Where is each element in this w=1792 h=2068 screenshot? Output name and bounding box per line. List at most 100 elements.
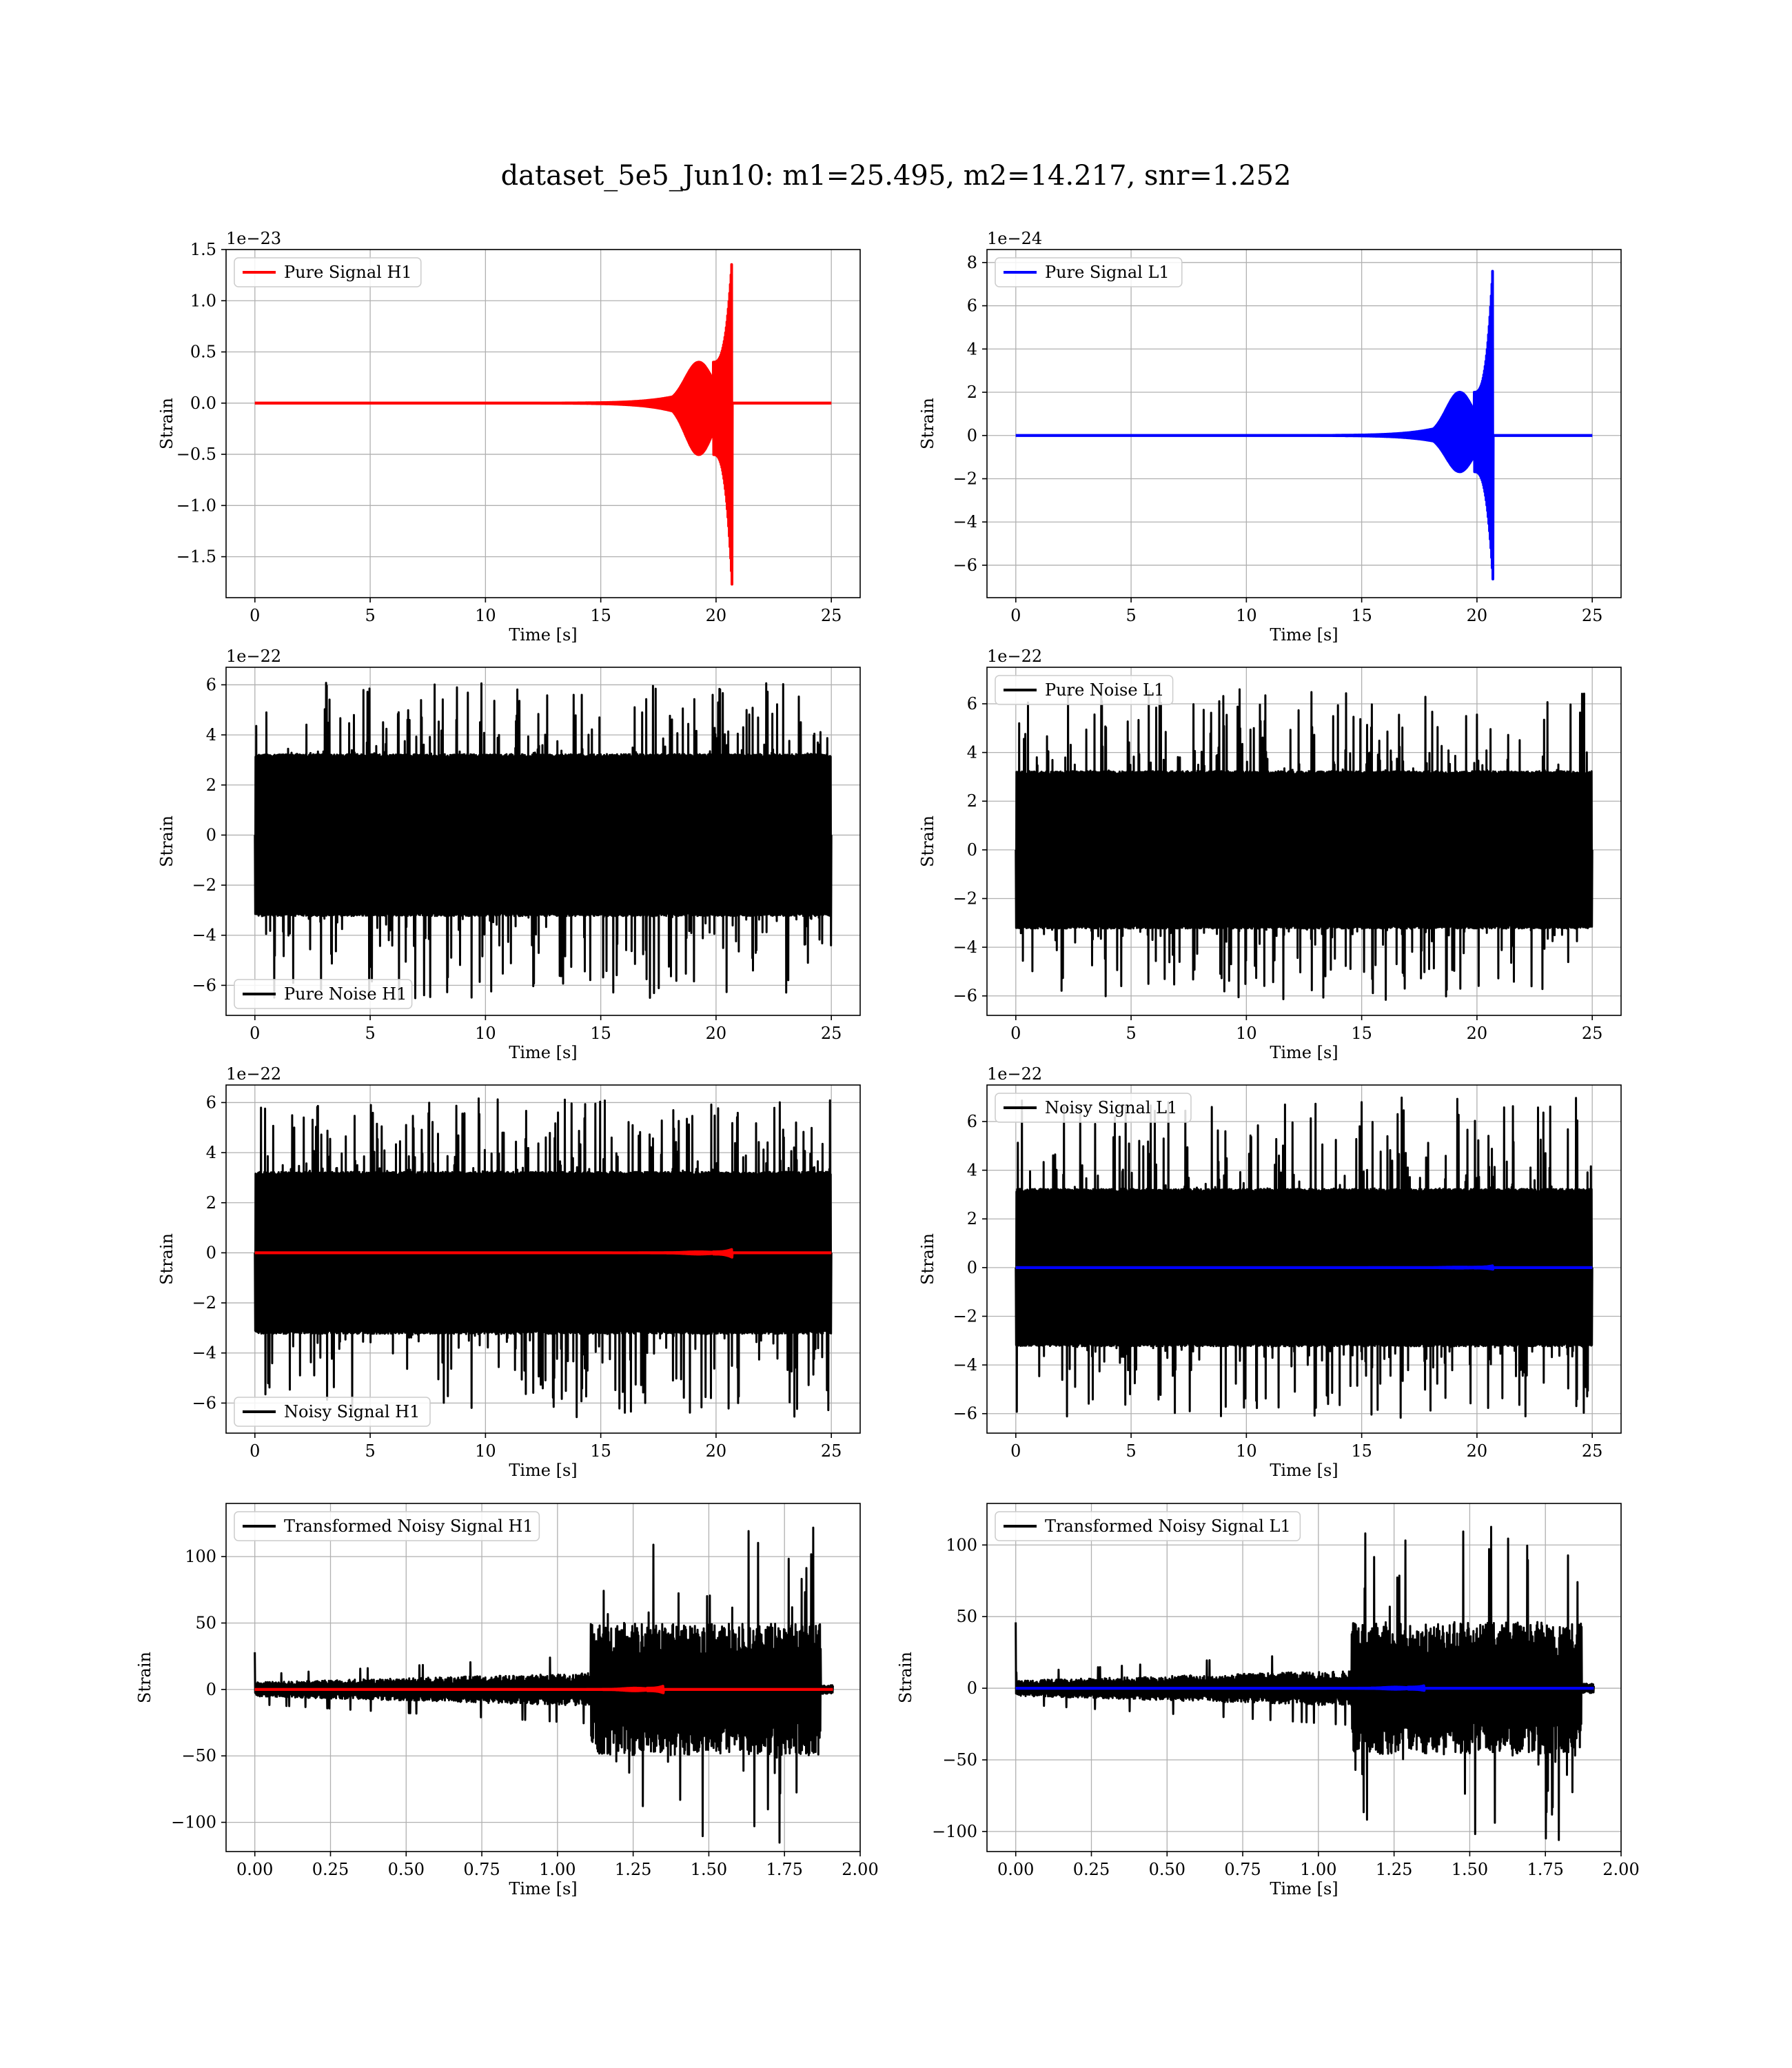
- y-axis-label: Strain: [157, 1233, 176, 1285]
- legend-box: [995, 257, 1183, 287]
- x-tick-label: 20: [1467, 1024, 1488, 1043]
- y-tick-label: 2: [967, 791, 977, 811]
- x-tick-label: 0: [250, 1024, 260, 1043]
- axes-frame: [986, 1503, 1622, 1852]
- y-tick-label: 4: [206, 725, 216, 744]
- y-tick-label: −0.5: [176, 445, 216, 464]
- y-tick-label: −4: [953, 1355, 977, 1375]
- series-line-0: [254, 1526, 834, 1844]
- y-tick-label: 0: [967, 1679, 977, 1698]
- y-tick-label: 100: [185, 1547, 216, 1566]
- y-tick-label: −6: [953, 556, 977, 575]
- legend: Pure Noise L1: [995, 675, 1174, 705]
- series-group: [1015, 1525, 1595, 1841]
- y-axis-label: Strain: [157, 398, 176, 449]
- series-group: [1015, 1096, 1594, 1419]
- y-tick-label: 0: [967, 426, 977, 445]
- x-tick-label: 0.75: [1224, 1860, 1261, 1879]
- y-tick-label: −6: [192, 1393, 216, 1412]
- axes-frame: [225, 1503, 861, 1852]
- x-tick-label: 5: [1126, 1441, 1136, 1461]
- offset-text: 1e−22: [226, 1064, 281, 1084]
- y-tick-label: 4: [206, 1143, 216, 1162]
- y-tick-label: 50: [195, 1613, 216, 1632]
- x-tick-label: 1.50: [691, 1860, 727, 1879]
- x-axis-label: Time [s]: [509, 1043, 577, 1062]
- x-tick-label: 25: [821, 1024, 842, 1043]
- y-axis-label: Strain: [135, 1652, 154, 1703]
- y-tick-label: 6: [967, 296, 977, 316]
- legend-box: [995, 1511, 1301, 1541]
- ticks: [221, 1556, 861, 1856]
- x-tick-label: 15: [1351, 606, 1372, 625]
- ticks: [982, 1544, 1622, 1856]
- x-tick-label: 0: [1010, 1441, 1021, 1461]
- x-tick-label: 1.75: [1527, 1860, 1563, 1879]
- series-group: [1015, 270, 1594, 580]
- y-tick-label: −2: [192, 875, 216, 895]
- y-tick-label: 2: [206, 776, 216, 795]
- y-tick-label: 6: [967, 694, 977, 713]
- x-tick-label: 0: [1010, 606, 1021, 625]
- x-tick-label: 20: [706, 606, 727, 625]
- legend-box: [234, 979, 413, 1009]
- x-tick-label: 0: [250, 606, 260, 625]
- x-tick-label: 25: [1582, 1024, 1603, 1043]
- x-tick-label: 0: [250, 1441, 260, 1461]
- y-tick-label: 4: [967, 1161, 977, 1180]
- legend-box: [234, 1511, 540, 1541]
- y-tick-label: 4: [967, 743, 977, 762]
- y-tick-label: −100: [932, 1822, 977, 1841]
- y-tick-label: −100: [171, 1813, 216, 1832]
- y-tick-label: −2: [953, 1306, 977, 1326]
- y-tick-label: 2: [206, 1193, 216, 1213]
- legend-box: [995, 675, 1174, 705]
- axes-frame: [225, 1084, 861, 1434]
- axes-frame: [225, 667, 861, 1016]
- legend-label: Pure Signal L1: [1045, 263, 1170, 282]
- legend-label: Transformed Noisy Signal H1: [284, 1517, 533, 1536]
- legend-label: Pure Signal H1: [284, 263, 412, 282]
- series-line-0: [254, 682, 833, 1001]
- subplot-row3-left: 0 5 10 15 20 25 −6 −4 −2 0 2 4 6 Time [s] Strain 1e−22 N…: [157, 1064, 861, 1480]
- x-tick-label: 15: [590, 1441, 611, 1461]
- y-tick-label: 6: [206, 1093, 216, 1112]
- y-axis-label: Strain: [157, 815, 176, 867]
- x-tick-label: 5: [1126, 1024, 1136, 1043]
- y-tick-label: 4: [967, 339, 977, 358]
- x-axis-label: Time [s]: [509, 1461, 577, 1480]
- legend: Pure Signal L1: [995, 257, 1183, 287]
- y-tick-label: 0: [206, 1680, 216, 1699]
- x-axis-label: Time [s]: [509, 1879, 577, 1898]
- x-tick-label: 0.00: [997, 1860, 1034, 1879]
- y-tick-label: 6: [206, 675, 216, 694]
- y-tick-label: 1.5: [190, 240, 216, 259]
- y-tick-label: −4: [953, 937, 977, 957]
- y-tick-label: 0.5: [190, 343, 216, 362]
- x-tick-label: 0.00: [236, 1860, 273, 1879]
- subplot-row3-right: 0 5 10 15 20 25 −6 −4 −2 0 2 4 6 Time [s] Strain 1e−22N…: [918, 1064, 1622, 1480]
- ticks: [221, 684, 832, 1020]
- y-tick-label: 0: [967, 1258, 977, 1277]
- x-tick-label: 0.25: [1073, 1860, 1110, 1879]
- x-tick-label: 15: [1351, 1441, 1372, 1461]
- axes-frame: [986, 1084, 1622, 1434]
- y-tick-label: 8: [967, 253, 977, 272]
- x-axis-label: Time [s]: [509, 625, 577, 645]
- x-tick-label: 5: [365, 1024, 375, 1043]
- subplot-row2-right: 0 5 10 15 20 25 −6 −4 −2 0 2 4 6 Time [s] Strain 1e−22P…: [918, 647, 1622, 1062]
- y-tick-label: 0.0: [190, 394, 216, 413]
- subplot-row2-left: 0 5 10 15 20 25 −6 −4 −2 0 2 4 6 Time [s] Strain 1e−22 P…: [157, 647, 861, 1062]
- x-axis-label: Time [s]: [1270, 1879, 1338, 1898]
- x-tick-label: 5: [365, 1441, 375, 1461]
- legend-label: Noisy Signal L1: [1045, 1098, 1177, 1117]
- offset-text: 1e−22: [226, 647, 281, 666]
- legend-label: Pure Noise L1: [1045, 680, 1164, 700]
- y-tick-label: 0: [206, 1243, 216, 1262]
- series-line-0: [1015, 1525, 1595, 1841]
- x-axis-label: Time [s]: [1270, 1043, 1338, 1062]
- y-tick-label: −2: [192, 1293, 216, 1312]
- legend-label: Noisy Signal H1: [284, 1402, 420, 1421]
- legend: Pure Noise H1: [234, 979, 413, 1009]
- y-tick-label: −1.0: [176, 496, 216, 515]
